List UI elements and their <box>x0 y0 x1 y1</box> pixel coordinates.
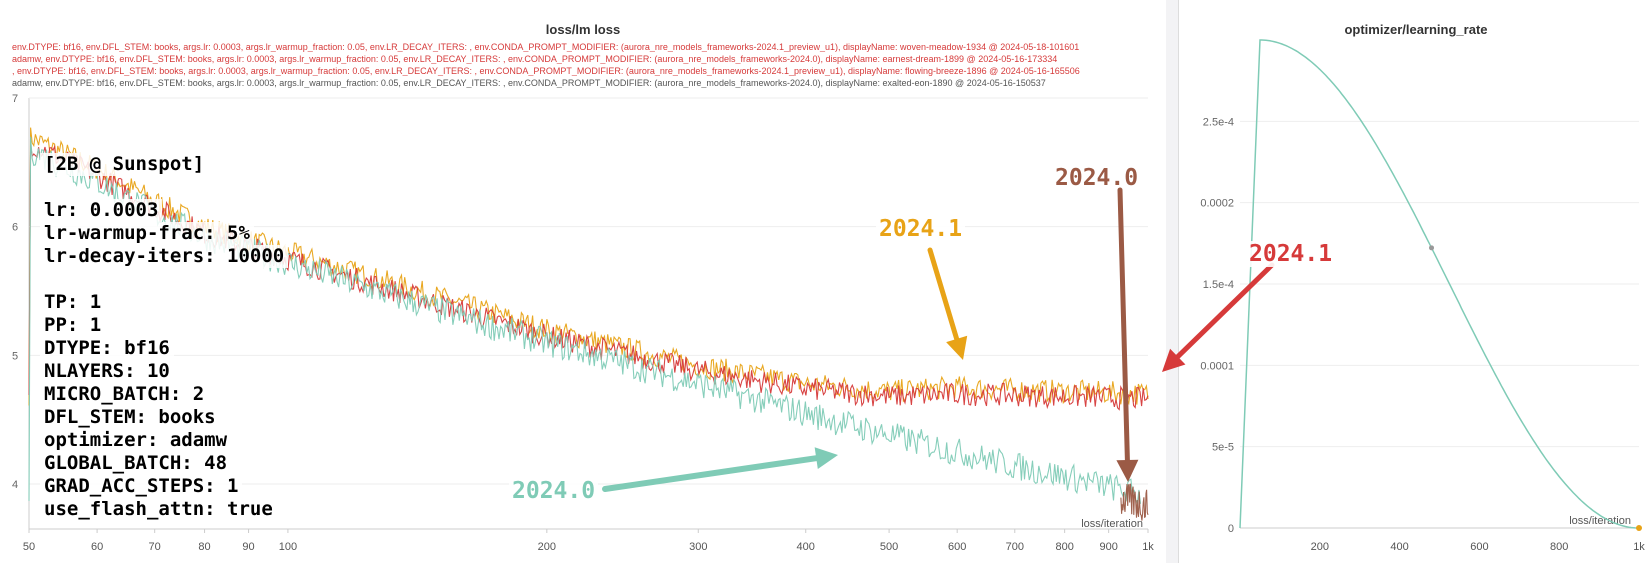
config-line <box>40 268 48 291</box>
x-tick-label: 400 <box>797 541 815 553</box>
config-line: use_flash_attn: true <box>40 498 277 521</box>
x-tick-label: 50 <box>23 541 35 553</box>
legend-entry: env.DTYPE: bf16, env.DFL_STEM: books, ar… <box>12 42 1080 52</box>
legend-entry: , env.DTYPE: bf16, env.DFL_STEM: books, … <box>12 66 1080 76</box>
x-tick-label: 60 <box>91 541 103 553</box>
run-config-box: [2B @ Sunspot] lr: 0.0003 lr-warmup-frac: … <box>40 153 289 521</box>
annotation-orange-2024-1: 2024.1 <box>876 216 966 242</box>
y-tick-label: 7 <box>12 93 18 105</box>
x-tick-label: 90 <box>242 541 254 553</box>
lr-y-tick-label: 0 <box>1228 523 1234 535</box>
x-tick-label: 500 <box>880 541 898 553</box>
config-line: lr-decay-iters: 10000 <box>40 245 289 268</box>
x-tick-label: 70 <box>149 541 161 553</box>
y-tick-label: 5 <box>12 350 18 362</box>
panel-gap <box>1166 0 1178 563</box>
legend-entry: adamw, env.DTYPE: bf16, env.DFL_STEM: bo… <box>12 78 1046 88</box>
config-line: DTYPE: bf16 <box>40 337 174 360</box>
x-tick-label: 600 <box>948 541 966 553</box>
lr-x-tick-label: 1k <box>1633 541 1645 553</box>
lr-x-tick-label: 400 <box>1390 541 1408 553</box>
x-tick-label: 1k <box>1142 541 1154 553</box>
lr-y-tick-label: 0.0002 <box>1200 198 1234 210</box>
lr-y-tick-label: 0.0001 <box>1200 360 1234 372</box>
lr-panel-title: optimizer/learning_rate <box>1344 22 1488 37</box>
config-line: GRAD_ACC_STEPS: 1 <box>40 475 243 498</box>
annotation-red-2024-1: 2024.1 <box>1246 241 1336 267</box>
lr-y-tick-label: 5e-5 <box>1212 442 1234 454</box>
loss-panel-title: loss/lm loss <box>545 22 621 37</box>
x-tick-label: 800 <box>1055 541 1073 553</box>
loss-panel: loss/lm loss env.DTYPE: bf16, env.DFL_ST… <box>12 0 1167 563</box>
x-tick-label: 700 <box>1006 541 1024 553</box>
x-tick-label: 900 <box>1099 541 1117 553</box>
lr-end-point <box>1636 525 1642 531</box>
lr-x-tick-label: 600 <box>1470 541 1488 553</box>
lr-hover-point <box>1429 245 1435 251</box>
lr-y-tick-label: 2.5e-4 <box>1203 116 1234 128</box>
lr-y-tick-label: 1.5e-4 <box>1203 279 1234 291</box>
config-line: TP: 1 <box>40 291 106 314</box>
config-line <box>40 176 48 199</box>
config-line: optimizer: adamw <box>40 429 232 452</box>
legend-entry: adamw, env.DTYPE: bf16, env.DFL_STEM: bo… <box>12 54 1058 64</box>
annotation-brown-2024-0: 2024.0 <box>1052 165 1142 191</box>
loss-series-line <box>1120 483 1149 521</box>
y-tick-label: 4 <box>12 479 18 491</box>
lr-series-line <box>1239 39 1639 529</box>
annotation-teal-2024-0: 2024.0 <box>509 478 599 504</box>
config-line: NLAYERS: 10 <box>40 360 174 383</box>
x-tick-label: 80 <box>198 541 210 553</box>
x-axis-label: loss/iteration <box>1081 518 1143 530</box>
config-line: PP: 1 <box>40 314 106 337</box>
x-tick-label: 200 <box>538 541 556 553</box>
config-line: lr: 0.0003 <box>40 199 163 222</box>
x-tick-label: 100 <box>279 541 297 553</box>
lr-chart: 0 5e-5 0.0001 1.5e-4 0.0002 2.5e-4 200 400 600 80… <box>1200 39 1645 553</box>
lr-x-tick-label: 800 <box>1550 541 1568 553</box>
config-line: MICRO_BATCH: 2 <box>40 383 209 406</box>
lr-x-tick-label: 200 <box>1311 541 1329 553</box>
lr-panel: optimizer/learning_rate 0 5e-5 0.0001 1.5e-… <box>1178 0 1652 563</box>
config-line: lr-warmup-frac: 5% <box>40 222 254 245</box>
config-line: DFL_STEM: books <box>40 406 220 429</box>
config-line: [2B @ Sunspot] <box>40 153 209 176</box>
config-line: GLOBAL_BATCH: 48 <box>40 452 232 475</box>
x-tick-label: 300 <box>689 541 707 553</box>
y-tick-label: 6 <box>12 222 18 234</box>
